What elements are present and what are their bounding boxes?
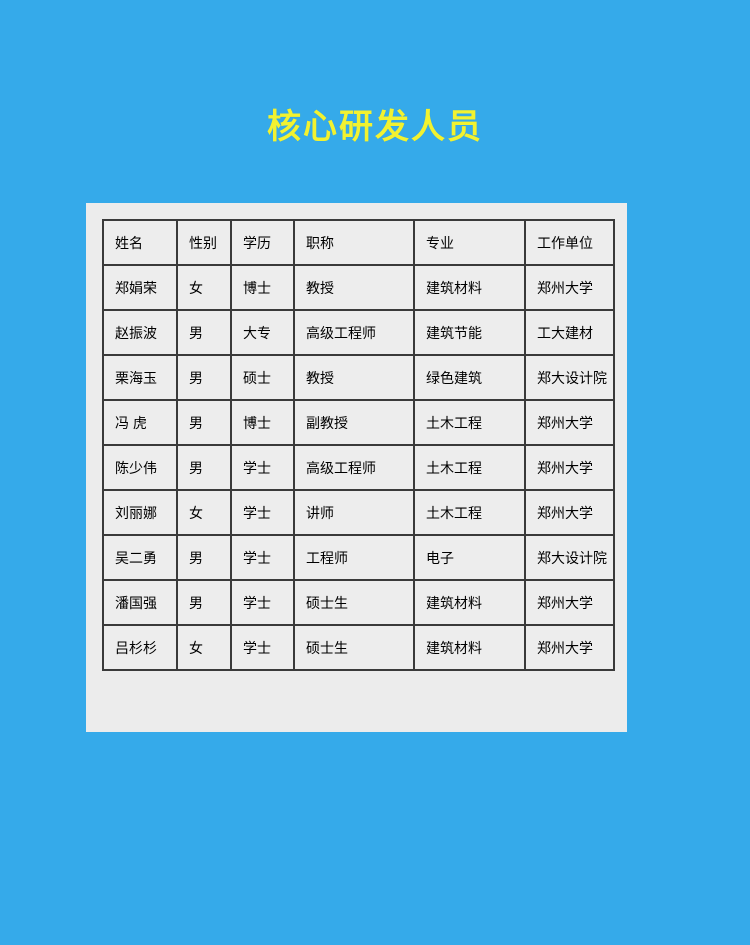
cell-gender: 男 (176, 534, 232, 581)
core-rd-staff-table: 姓名 性别 学历 职称 专业 工作单位 郑娟荣女博士 教授 建筑材料 郑州大学 赵振波男大专 高级工… (102, 219, 615, 671)
column-header-edu: 学历 (230, 219, 295, 266)
cell-edu: 博士 (230, 399, 295, 446)
cell-name: 刘丽娜 (102, 489, 178, 536)
cell-major: 建筑材料 (413, 579, 526, 626)
cell-name: 栗海玉 (102, 354, 178, 401)
cell-edu: 大专 (230, 309, 295, 356)
table-header: 姓名 性别 学历 职称 专业 工作单位 (102, 219, 615, 266)
cell-name: 冯 虎 (102, 399, 178, 446)
column-header-major: 专业 (413, 219, 526, 266)
column-header-name: 姓名 (102, 219, 178, 266)
cell-name: 郑娟荣 (102, 264, 178, 311)
cell-name: 潘国强 (102, 579, 178, 626)
cell-title: 讲师 (293, 489, 415, 536)
cell-edu: 学士 (230, 579, 295, 626)
cell-gender: 男 (176, 444, 232, 491)
table-row: 吕杉杉女学士 硕士生 建筑材料 郑州大学 (102, 624, 615, 671)
cell-title: 教授 (293, 264, 415, 311)
table-row: 刘丽娜女学士 讲师 土木工程 郑州大学 (102, 489, 615, 536)
cell-major: 建筑材料 (413, 264, 526, 311)
cell-org: 郑州大学 (524, 489, 615, 536)
cell-gender: 女 (176, 489, 232, 536)
table-row: 吴二勇男学士 工程师 电子 郑大设计院 (102, 534, 615, 581)
cell-org: 工大建材 (524, 309, 615, 356)
cell-org: 郑州大学 (524, 399, 615, 446)
cell-major: 建筑材料 (413, 624, 526, 671)
cell-major: 土木工程 (413, 444, 526, 491)
cell-name: 赵振波 (102, 309, 178, 356)
cell-org: 郑州大学 (524, 624, 615, 671)
cell-name: 吕杉杉 (102, 624, 178, 671)
table-row: 赵振波男大专 高级工程师 建筑节能 工大建材 (102, 309, 615, 356)
table-panel: 姓名 性别 学历 职称 专业 工作单位 郑娟荣女博士 教授 建筑材料 郑州大学 赵振波男大专 高级工… (86, 203, 627, 732)
cell-org: 郑州大学 (524, 264, 615, 311)
cell-title: 硕士生 (293, 579, 415, 626)
cell-title: 高级工程师 (293, 309, 415, 356)
cell-title: 硕士生 (293, 624, 415, 671)
cell-edu: 硕士 (230, 354, 295, 401)
cell-org: 郑州大学 (524, 444, 615, 491)
cell-gender: 男 (176, 354, 232, 401)
cell-major: 建筑节能 (413, 309, 526, 356)
column-header-org: 工作单位 (524, 219, 615, 266)
cell-org: 郑大设计院 (524, 534, 615, 581)
cell-name: 陈少伟 (102, 444, 178, 491)
cell-edu: 博士 (230, 264, 295, 311)
cell-major: 土木工程 (413, 489, 526, 536)
cell-gender: 男 (176, 309, 232, 356)
table-body: 郑娟荣女博士 教授 建筑材料 郑州大学 赵振波男大专 高级工程师 建筑节能 工大建材 栗海玉男硕… (102, 264, 615, 671)
cell-title: 工程师 (293, 534, 415, 581)
cell-name: 吴二勇 (102, 534, 178, 581)
table-row: 郑娟荣女博士 教授 建筑材料 郑州大学 (102, 264, 615, 311)
cell-org: 郑大设计院 (524, 354, 615, 401)
cell-title: 副教授 (293, 399, 415, 446)
cell-major: 电子 (413, 534, 526, 581)
table-row: 冯 虎男博士 副教授 土木工程 郑州大学 (102, 399, 615, 446)
cell-edu: 学士 (230, 489, 295, 536)
cell-gender: 男 (176, 399, 232, 446)
table-row: 陈少伟男学士 高级工程师 土木工程 郑州大学 (102, 444, 615, 491)
cell-major: 土木工程 (413, 399, 526, 446)
cell-edu: 学士 (230, 624, 295, 671)
column-header-gender: 性别 (176, 219, 232, 266)
column-header-title: 职称 (293, 219, 415, 266)
table-header-row: 姓名 性别 学历 职称 专业 工作单位 (102, 219, 615, 266)
cell-edu: 学士 (230, 534, 295, 581)
cell-gender: 女 (176, 624, 232, 671)
cell-title: 教授 (293, 354, 415, 401)
cell-title: 高级工程师 (293, 444, 415, 491)
cell-gender: 男 (176, 579, 232, 626)
cell-edu: 学士 (230, 444, 295, 491)
table-row: 栗海玉男硕士 教授 绿色建筑 郑大设计院 (102, 354, 615, 401)
cell-org: 郑州大学 (524, 579, 615, 626)
table-row: 潘国强男学士 硕士生 建筑材料 郑州大学 (102, 579, 615, 626)
cell-gender: 女 (176, 264, 232, 311)
page-title: 核心研发人员 (267, 108, 483, 146)
cell-major: 绿色建筑 (413, 354, 526, 401)
